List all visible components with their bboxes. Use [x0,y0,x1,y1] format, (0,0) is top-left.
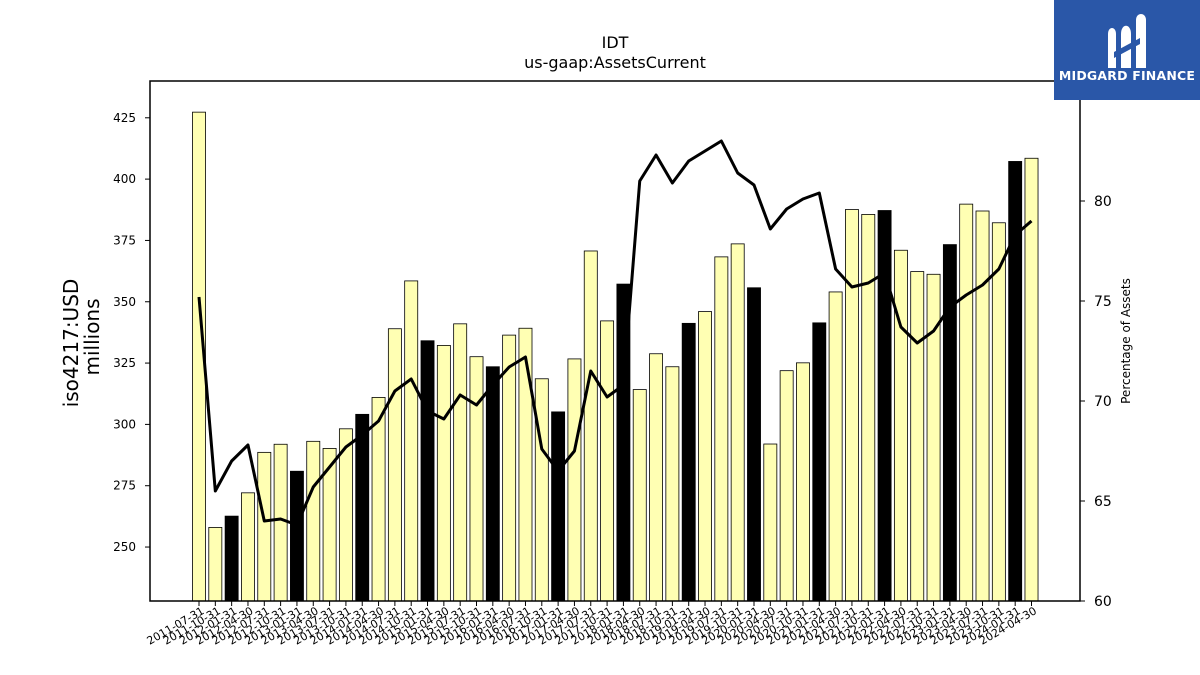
bar [404,280,419,602]
bar [665,366,680,602]
chart-title: IDT [602,33,629,52]
bar [485,366,500,602]
line-layer [197,139,1033,527]
bar [730,243,745,602]
bar [681,322,696,602]
y-tick-label: 350 [113,295,136,309]
y-tick-label: 250 [113,540,136,554]
y-axis-label: iso4217:USD [59,279,83,408]
bar [959,203,974,602]
bar [600,320,615,602]
bar [551,411,566,602]
bar [893,249,908,602]
bar [845,209,859,602]
bar [632,389,647,602]
bar [975,210,990,602]
bar [355,413,370,602]
bar [420,340,435,602]
bar [534,378,549,602]
y2-tick-label: 70 [1094,394,1112,410]
bar [273,443,288,602]
logo-mark-icon [1108,14,1146,68]
y-axis-unit-label: millions [80,298,104,375]
bar [502,334,517,602]
y2-tick-label: 65 [1094,494,1112,510]
brand-logo: MIDGARD FINANCE [1054,0,1200,100]
bar [436,345,451,602]
bar [1008,161,1023,602]
bar [224,515,239,602]
y2-tick-label: 80 [1094,194,1112,210]
y-tick-label: 375 [113,233,136,247]
bar [714,256,729,602]
y-tick-label: 425 [113,111,136,125]
bar [387,328,402,602]
bar [698,311,712,602]
bar [453,323,468,602]
bar [861,214,876,602]
bar [306,440,321,602]
bar [567,358,582,602]
bar [518,327,533,602]
bar [371,397,386,602]
brand-name: MIDGARD FINANCE [1058,68,1196,83]
bar [877,210,892,602]
bar [796,362,810,602]
y2-axis-label: Percentage of Assets [1119,278,1133,404]
y-axis-left: 250 275 300 325 350 375 400 425 [113,111,150,554]
y2-tick-label: 60 [1094,594,1112,610]
y-tick-label: 325 [113,356,136,370]
chart-subtitle: us-gaap:AssetsCurrent [524,53,706,72]
bar [779,370,794,602]
bar [942,244,957,602]
bar [812,322,827,602]
x-axis: 2011-07-312011-10-312012-01-312012-04-30… [145,601,1039,648]
bar [469,356,484,602]
bar [828,291,843,602]
bar [583,250,598,602]
y2-tick-label: 75 [1094,294,1112,310]
bar [208,527,223,602]
y-tick-label: 300 [113,417,136,431]
bar [763,443,778,602]
bar [649,353,663,602]
bar [910,271,925,602]
bars-layer [192,111,1039,602]
y-axis-right: 60 65 70 75 80 [1080,194,1112,610]
bar [991,222,1006,602]
bar [257,451,272,602]
plot-frame [149,80,1081,602]
series-line [197,139,1033,527]
bar [747,287,761,602]
y-tick-label: 400 [113,172,136,186]
bar [241,492,255,602]
bar [290,470,304,602]
y-tick-label: 275 [113,479,136,493]
